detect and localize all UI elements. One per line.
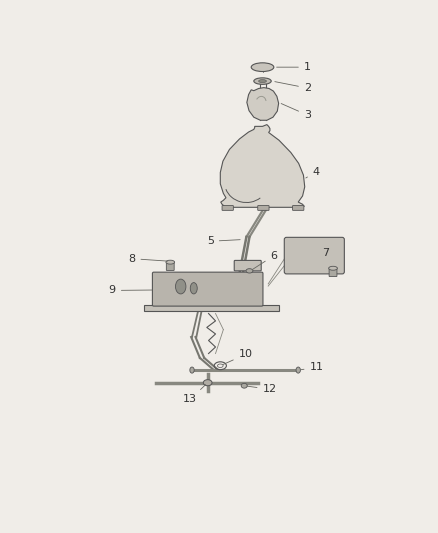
Ellipse shape	[328, 266, 337, 270]
FancyBboxPatch shape	[152, 272, 263, 306]
Ellipse shape	[203, 379, 212, 386]
FancyBboxPatch shape	[144, 305, 279, 311]
Text: 4: 4	[306, 167, 320, 178]
Text: 11: 11	[301, 362, 324, 373]
FancyBboxPatch shape	[166, 263, 174, 270]
Text: 12: 12	[247, 384, 277, 394]
FancyBboxPatch shape	[293, 206, 304, 211]
Ellipse shape	[258, 79, 266, 83]
Ellipse shape	[190, 367, 194, 373]
Ellipse shape	[251, 63, 274, 71]
Ellipse shape	[254, 78, 271, 84]
FancyBboxPatch shape	[258, 206, 269, 211]
FancyBboxPatch shape	[222, 206, 233, 211]
Text: 6: 6	[253, 251, 277, 269]
Text: 2: 2	[275, 82, 311, 93]
Ellipse shape	[176, 279, 186, 294]
Text: 10: 10	[223, 350, 253, 365]
Ellipse shape	[190, 282, 197, 294]
Ellipse shape	[166, 260, 175, 264]
Text: 1: 1	[277, 62, 311, 72]
Text: 8: 8	[128, 254, 167, 264]
Ellipse shape	[246, 269, 253, 273]
Text: 3: 3	[281, 103, 311, 120]
Ellipse shape	[241, 383, 247, 388]
Ellipse shape	[296, 367, 300, 373]
Text: 5: 5	[207, 236, 240, 246]
FancyBboxPatch shape	[234, 261, 261, 271]
Text: 13: 13	[184, 385, 206, 404]
Polygon shape	[247, 87, 279, 120]
Polygon shape	[220, 125, 305, 207]
Text: 7: 7	[322, 247, 330, 257]
FancyBboxPatch shape	[329, 268, 337, 277]
FancyBboxPatch shape	[284, 237, 344, 274]
Text: 9: 9	[109, 286, 152, 295]
